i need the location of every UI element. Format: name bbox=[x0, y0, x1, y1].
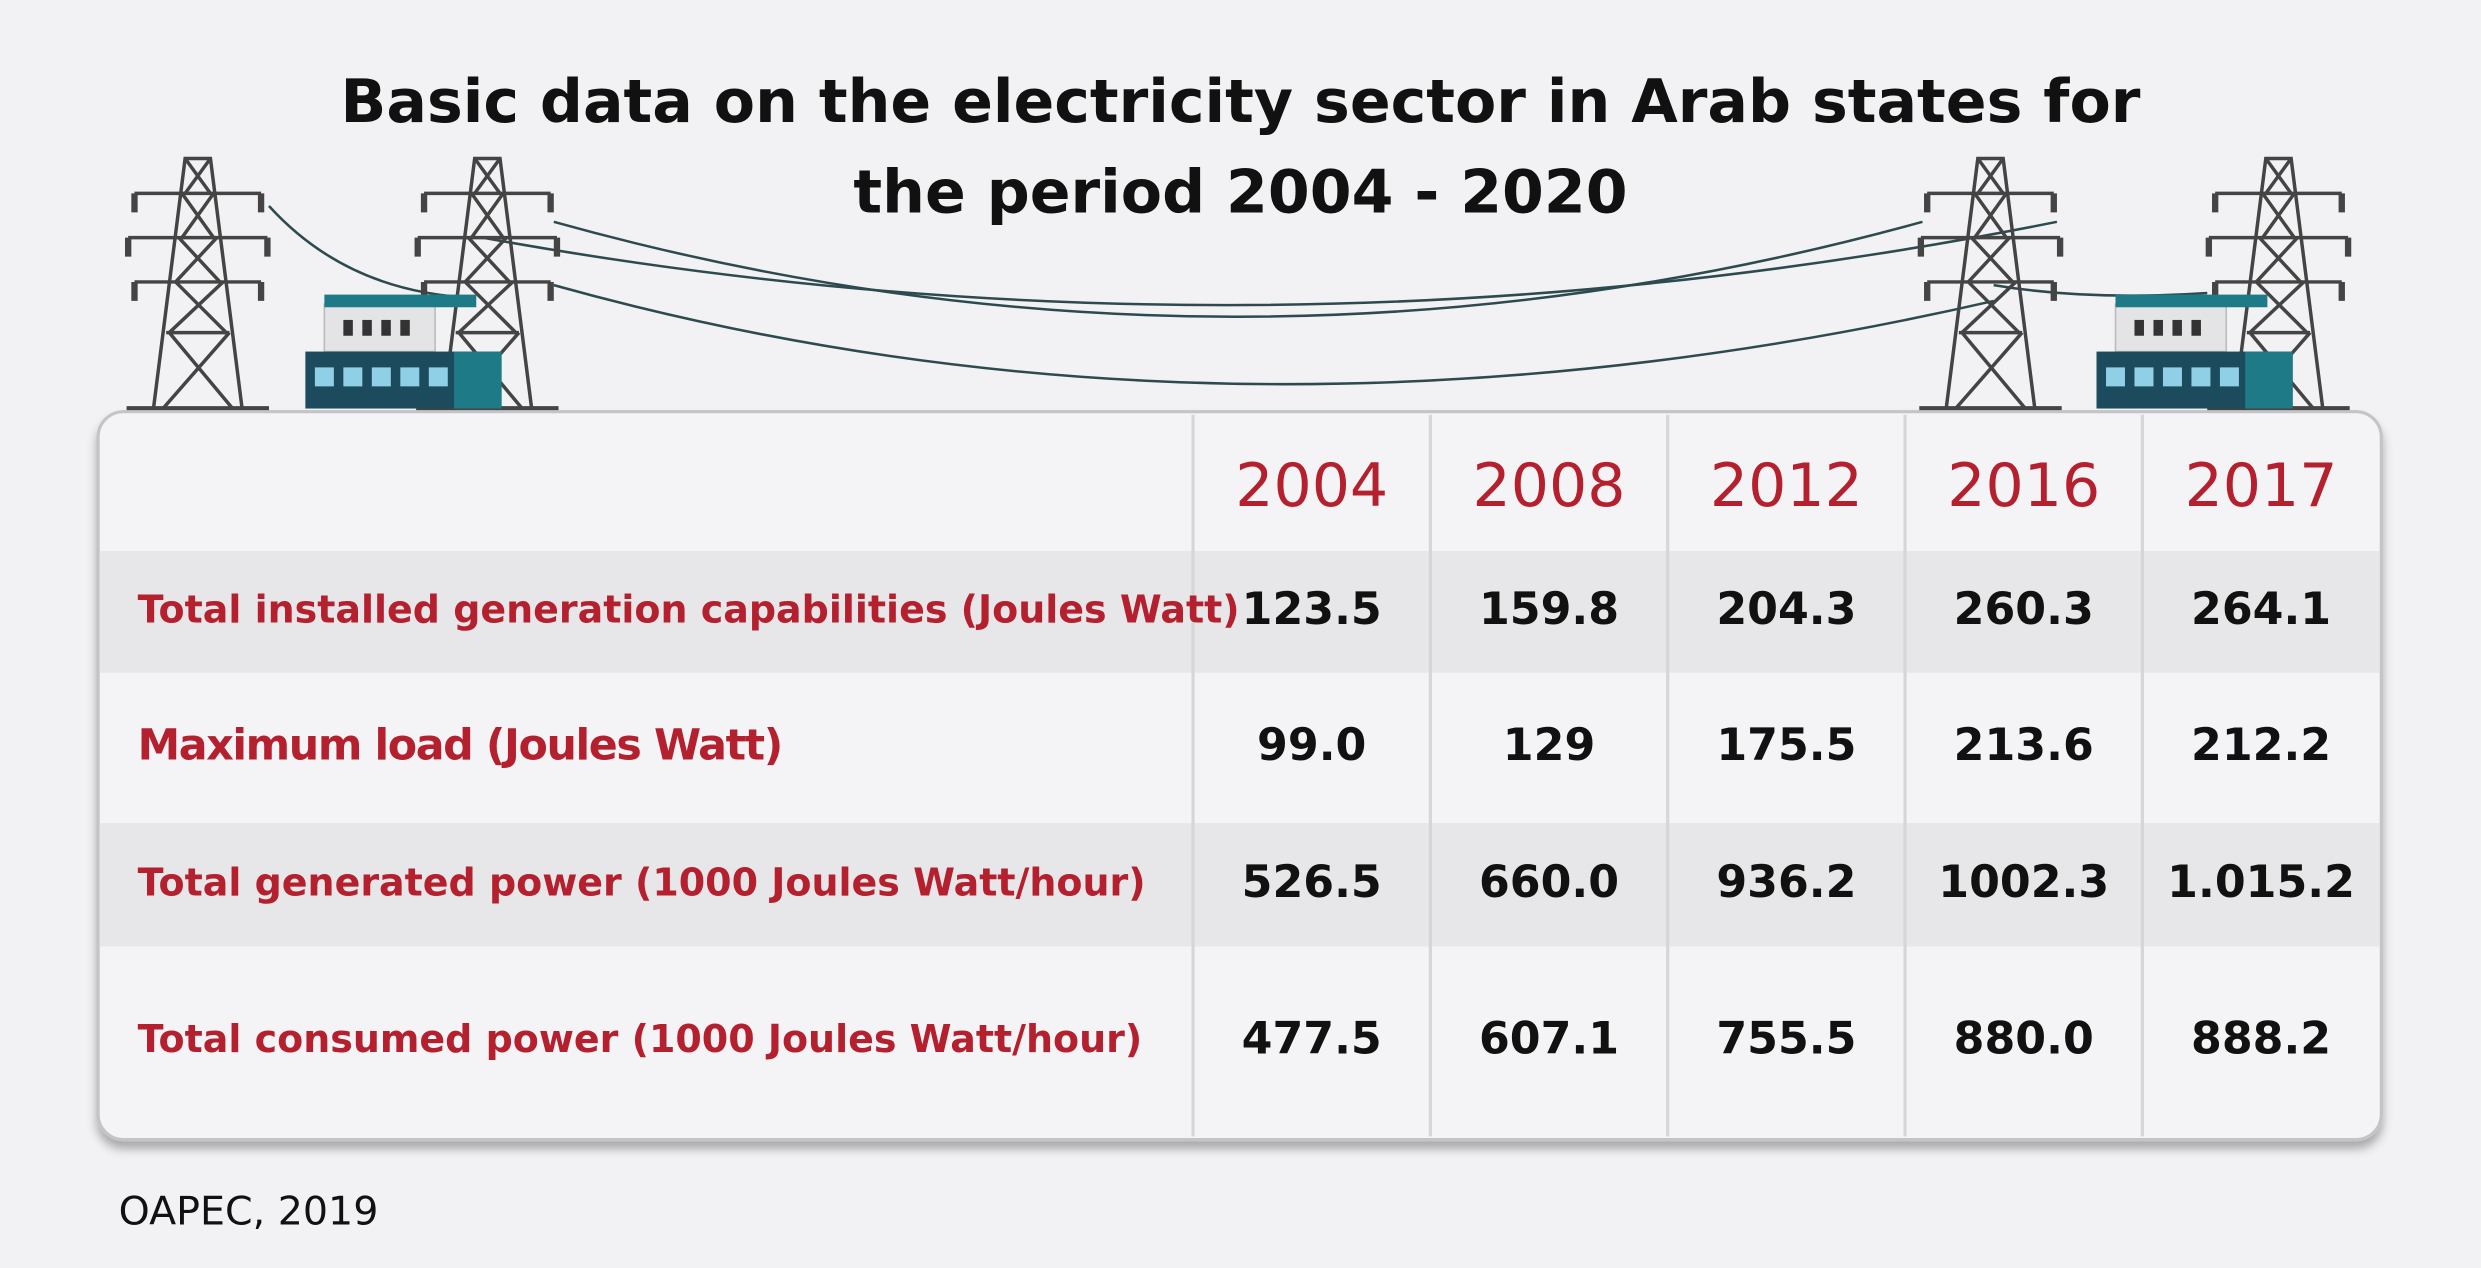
cell-value: 880.0 bbox=[1954, 1013, 2094, 1064]
decoration bbox=[127, 159, 2350, 409]
cell-value: 936.2 bbox=[1716, 857, 1856, 908]
row-label: Maximum load (Joules Watt) bbox=[138, 720, 784, 770]
cell-value: 1.015.2 bbox=[2167, 857, 2355, 908]
column-header: 2008 bbox=[1473, 451, 1626, 521]
row-label: Total installed generation capabilities … bbox=[138, 587, 1240, 631]
cell-value: 607.1 bbox=[1479, 1013, 1619, 1064]
column-header: 2016 bbox=[1947, 451, 2100, 521]
title: Basic data on the electricity sector in … bbox=[340, 66, 2141, 227]
cell-value: 99.0 bbox=[1257, 720, 1366, 771]
cell-value: 204.3 bbox=[1716, 584, 1856, 635]
cell-value: 660.0 bbox=[1479, 857, 1619, 908]
row-band bbox=[99, 823, 2380, 947]
cell-value: 526.5 bbox=[1242, 857, 1382, 908]
row-band bbox=[99, 550, 2380, 673]
cell-value: 129 bbox=[1503, 720, 1595, 771]
column-header: 2017 bbox=[2185, 451, 2338, 521]
row-label: Total generated power (1000 Joules Watt/… bbox=[138, 860, 1146, 904]
cell-value: 477.5 bbox=[1242, 1013, 1382, 1064]
table: 2004 2008 2012 2016 2017 Total installed gene… bbox=[96, 410, 2383, 1142]
column-header: 2012 bbox=[1710, 451, 1863, 521]
cell-value: 175.5 bbox=[1716, 720, 1856, 771]
cell-value: 755.5 bbox=[1716, 1013, 1856, 1064]
source: OAPEC, 2019 bbox=[119, 1188, 379, 1234]
cell-value: 159.8 bbox=[1479, 584, 1619, 635]
row-label: Total consumed power (1000 Joules Watt/h… bbox=[138, 1017, 1143, 1061]
cell-value: 264.1 bbox=[2191, 584, 2331, 635]
cell-value: 888.2 bbox=[2191, 1013, 2331, 1064]
cell-value: 1002.3 bbox=[1938, 857, 2109, 908]
cell-value: 260.3 bbox=[1954, 584, 2094, 635]
cell-value: 123.5 bbox=[1242, 584, 1382, 635]
cell-value: 213.6 bbox=[1954, 720, 2094, 771]
cell-value: 212.2 bbox=[2191, 720, 2331, 771]
column-header: 2004 bbox=[1235, 451, 1388, 521]
title-wrap: Basic data on the electricity sector in … bbox=[340, 66, 2141, 227]
